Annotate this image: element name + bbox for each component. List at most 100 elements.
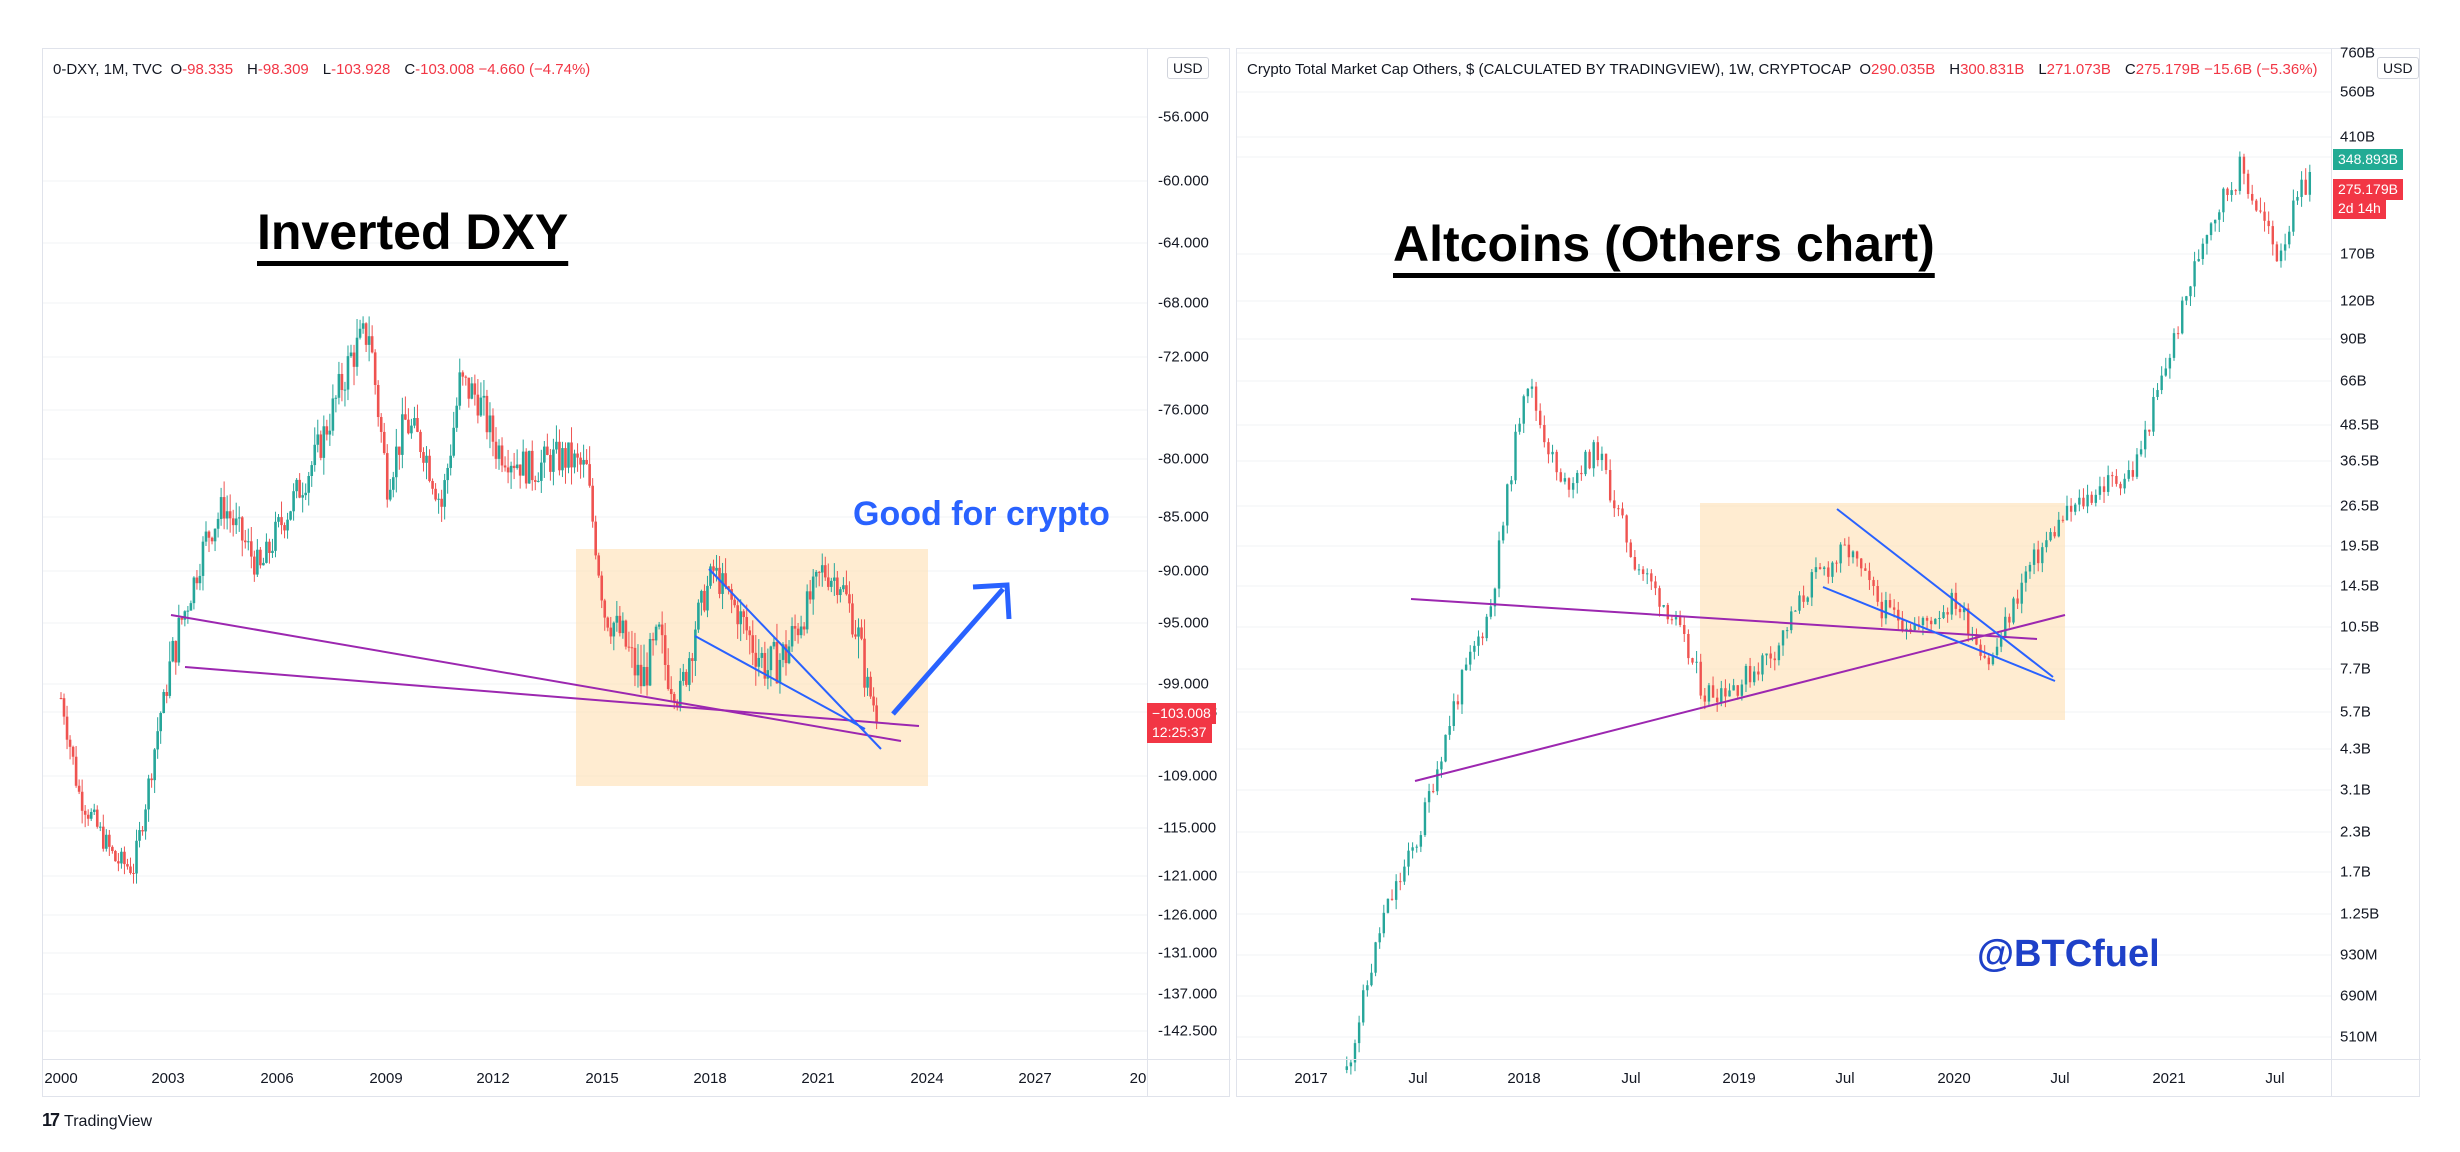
- candle-body: [2288, 231, 2291, 245]
- others-chart-panel[interactable]: Crypto Total Market Cap Others, $ (CALCU…: [1236, 45, 2422, 1098]
- others-time-axis[interactable]: 2017 Jul 2018 Jul 2019 Jul 2020 Jul 2021 Jul: [1237, 1059, 2421, 1096]
- candle-body: [322, 426, 326, 458]
- dxy-price-axis[interactable]: -56.000 -60.000 -64.000 -68.000 -72.000 -76.0…: [1147, 49, 1232, 1096]
- candle-body: [1802, 595, 1805, 602]
- time-tick-label: 2015: [585, 1070, 619, 1087]
- tradingview-logo[interactable]: 17 TradingView: [42, 1110, 152, 1131]
- price-tick-label: -64.000: [1158, 234, 1209, 252]
- dxy-chart-panel[interactable]: 0-DXY, 1M, TVC O-98.335 H-98.309 L-103.928 C…: [42, 48, 1232, 1098]
- candle-body: [543, 446, 546, 463]
- candle-body: [2279, 250, 2283, 262]
- candle-body: [1394, 881, 1398, 900]
- candle-body: [1349, 1062, 1353, 1067]
- candle-body: [1613, 500, 1616, 509]
- others-plot-area[interactable]: [1237, 49, 2421, 1098]
- dxy-time-axis[interactable]: 2000 2003 2006 2009 2012 2015 2018 2021 2024 2027…: [43, 1059, 1231, 1096]
- currency-button[interactable]: USD: [2377, 57, 2419, 79]
- legend-value: -103.008 −4.660 (−4.74%): [415, 61, 591, 78]
- candle-body: [766, 670, 770, 679]
- candle-body: [455, 405, 459, 428]
- candle-body: [805, 591, 809, 630]
- candle-body: [1666, 605, 1669, 620]
- candle-body: [2197, 259, 2200, 262]
- candle-body: [1485, 616, 1488, 639]
- candle-body: [349, 352, 353, 357]
- candle-body: [219, 497, 223, 519]
- time-tick-label: Jul: [1835, 1070, 1855, 1087]
- candle-body: [1831, 562, 1834, 577]
- candle-body: [2036, 549, 2040, 564]
- candle-body: [1757, 671, 1760, 675]
- candle-body: [669, 688, 673, 695]
- candle-body: [1711, 685, 1715, 698]
- candle-body: [636, 664, 640, 676]
- candle-body: [144, 809, 147, 832]
- candle-body: [582, 459, 585, 465]
- candle-body: [576, 453, 579, 458]
- candle-body: [1987, 657, 1991, 665]
- price-tick-label: -60.000: [1158, 172, 1209, 190]
- candle-body: [1822, 567, 1826, 569]
- time-tick-label: 2021: [2152, 1070, 2186, 1087]
- candle-body: [1592, 442, 1595, 469]
- candle-body: [174, 640, 178, 663]
- legend-key: O: [1859, 61, 1872, 78]
- candle-body: [1851, 551, 1855, 558]
- candle-body: [95, 809, 99, 827]
- price-tick-label: -99.000: [1158, 675, 1209, 693]
- candle-body: [1555, 451, 1558, 473]
- candle-body: [379, 417, 383, 432]
- candle-body: [570, 442, 573, 468]
- last-price-green-tag: 348.893B: [2333, 149, 2403, 170]
- candle-body: [2061, 519, 2065, 521]
- candle-body: [1530, 386, 1534, 389]
- candle-body: [2246, 173, 2250, 194]
- candle-body: [751, 635, 755, 653]
- candle-body: [262, 562, 265, 566]
- candle-body: [2065, 505, 2069, 521]
- candle-body: [1798, 595, 1801, 611]
- candle-body: [1962, 608, 1966, 613]
- candle-body: [533, 480, 537, 482]
- price-tick-label: 5.7B: [2340, 703, 2371, 721]
- candle-body: [1876, 585, 1879, 602]
- altcoins-title: Altcoins (Others chart): [1393, 216, 1935, 272]
- candle-body: [1415, 846, 1418, 848]
- time-tick-label: Jul: [1621, 1070, 1641, 1087]
- time-tick-label: Jul: [1408, 1070, 1428, 1087]
- candle-body: [62, 698, 66, 717]
- candle-body: [1995, 646, 1999, 655]
- candle-body: [1814, 567, 1818, 573]
- candle-body: [2283, 244, 2287, 251]
- price-tick-label: 560B: [2340, 83, 2376, 101]
- candle-body: [470, 383, 474, 399]
- candle-body: [1456, 701, 1460, 705]
- candle-body: [228, 511, 232, 519]
- candle-body: [177, 617, 181, 663]
- candle-body: [1946, 612, 1949, 615]
- candle-body: [860, 627, 863, 639]
- candle-body: [618, 615, 622, 634]
- candle-body: [772, 641, 776, 647]
- wedge-line: [708, 568, 882, 750]
- tradingview-logo-icon: 17: [42, 1110, 60, 1130]
- candle-body: [1522, 396, 1525, 424]
- candle-body: [1687, 633, 1690, 659]
- candle-body: [2222, 188, 2225, 213]
- candle-body: [301, 495, 304, 498]
- candle-body: [2209, 223, 2213, 236]
- candle-body: [715, 567, 718, 571]
- candle-body: [597, 555, 601, 576]
- candle-body: [225, 511, 229, 519]
- candle-body: [1650, 573, 1653, 582]
- candle-body: [437, 498, 440, 500]
- candle-body: [1691, 658, 1694, 663]
- time-tick-label: 2020: [1937, 1070, 1971, 1087]
- dxy-plot-area[interactable]: [43, 49, 1231, 1098]
- currency-button[interactable]: USD: [1167, 57, 1209, 79]
- candle-body: [485, 395, 489, 433]
- time-tick-label: Jul: [2050, 1070, 2070, 1087]
- others-price-axis[interactable]: 760B560B410B310B170B120B90B66B48.5B36.5B…: [2331, 45, 2422, 1096]
- candle-body: [1646, 573, 1649, 575]
- candle-body: [1629, 542, 1632, 558]
